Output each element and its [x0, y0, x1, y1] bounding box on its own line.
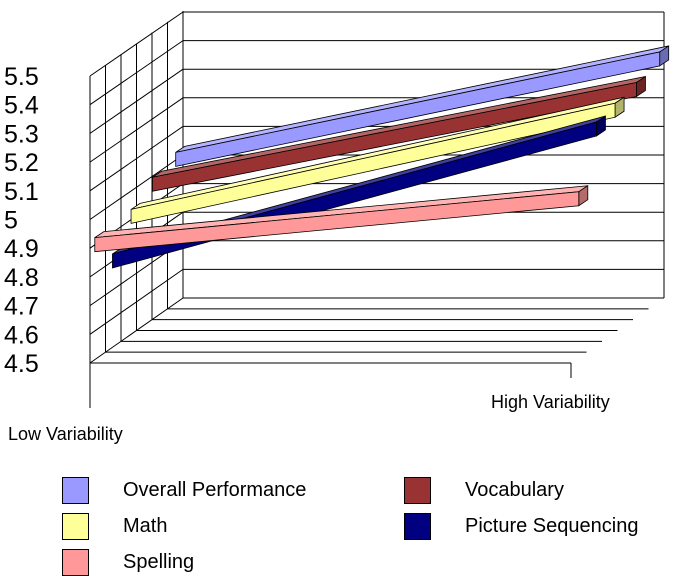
ribbon-front-face: [175, 51, 661, 167]
y-axis-labels: 4.54.64.74.84.955.15.25.35.45.5: [4, 63, 39, 378]
y-tick-label: 4.7: [4, 293, 39, 321]
x-category-label: High Variability: [491, 392, 610, 412]
y-tick-label: 4.8: [4, 264, 39, 292]
y-tick-label: 5.4: [4, 92, 39, 120]
y-tick-label: 5: [4, 207, 18, 235]
series-ribbon: [130, 96, 625, 224]
series-ribbon: [175, 45, 670, 167]
x-category-label: Low Variability: [8, 424, 123, 444]
y-tick-label: 4.9: [4, 235, 39, 263]
y-tick-label: 4.5: [4, 350, 39, 378]
series-ribbon: [152, 75, 646, 192]
y-tick-label: 5.3: [4, 120, 39, 148]
ribbon-front-face: [130, 102, 616, 224]
y-tick-label: 5.2: [4, 149, 39, 177]
series-ribbon: [94, 184, 589, 253]
ribbon-front-face: [152, 82, 637, 192]
y-tick-label: 4.6: [4, 321, 39, 349]
series-ribbons: [94, 45, 670, 269]
ribbon-front-face: [94, 191, 580, 253]
y-tick-label: 5.5: [4, 63, 39, 91]
y-tick-label: 5.1: [4, 178, 39, 206]
x-axis-labels: Low Variability High Variability: [8, 392, 610, 444]
